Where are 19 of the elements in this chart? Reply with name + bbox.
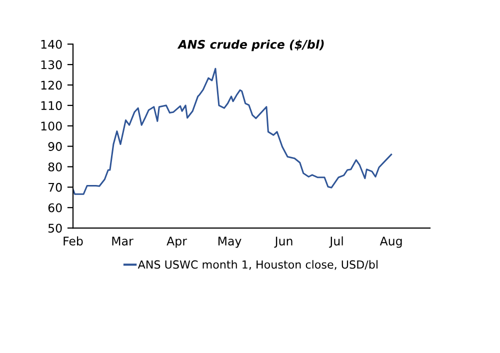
- x-tick-label: Feb: [64, 236, 83, 246]
- x-tick-label: Jun: [274, 236, 292, 248]
- x-tick-label: Jul: [329, 236, 343, 248]
- chart-title: ANS crude price ($/bl): [177, 40, 324, 52]
- y-tick-label: 70: [48, 182, 62, 192]
- y-tick-label: 80: [48, 162, 62, 172]
- x-tick-label: Aug: [380, 236, 402, 248]
- y-tick-label: 100: [41, 122, 62, 131]
- y-tick-label: 110: [41, 101, 62, 110]
- x-tick-label: May: [218, 236, 242, 248]
- y-tick-label: 60: [48, 203, 62, 212]
- y-tick-label: 90: [48, 142, 62, 151]
- y-tick-label: 140: [41, 40, 62, 49]
- y-tick-label: 50: [48, 224, 62, 233]
- legend-label: ANS USWC month 1, Houston close, USD/bl: [138, 260, 378, 270]
- x-tick-label: Apr: [166, 236, 187, 248]
- y-tick-label: 130: [41, 60, 62, 70]
- y-tick-label: 120: [41, 80, 62, 90]
- x-tick-label: Mar: [112, 236, 134, 246]
